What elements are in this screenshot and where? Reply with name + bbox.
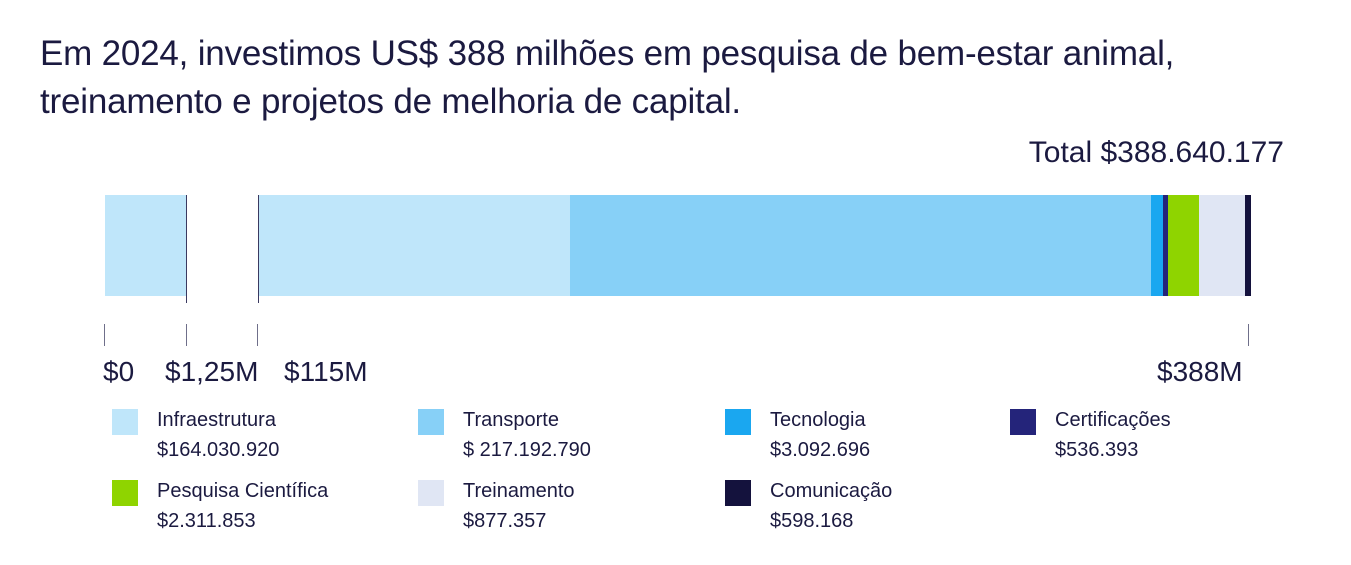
bar-treinamento <box>1199 195 1245 296</box>
tick-mark <box>186 324 187 346</box>
bar-tecnologia <box>1151 195 1163 296</box>
tick-label: $388M <box>1157 356 1243 387</box>
tick-mark <box>1248 324 1249 346</box>
axis-break-line <box>186 195 187 303</box>
legend-item: Pesquisa Científica $2.311.853 <box>112 476 329 536</box>
legend-swatch <box>112 480 138 506</box>
tick-label: $0 <box>103 356 135 387</box>
legend-item: Treinamento $877.357 <box>418 476 575 536</box>
bar-transporte <box>570 195 1151 296</box>
tick-mark <box>104 324 105 346</box>
axis-break-line <box>258 195 259 303</box>
legend-value: $ 217.192.790 <box>463 439 591 461</box>
total-label: Total $388.640.177 <box>1028 136 1284 169</box>
legend-item: Certificações $536.393 <box>1010 405 1171 465</box>
legend-name: Pesquisa Científica <box>157 480 329 502</box>
legend-swatch <box>725 409 751 435</box>
tick-label: $115M <box>284 356 368 387</box>
tick-mark <box>257 324 258 346</box>
legend-name: Treinamento <box>463 480 575 502</box>
legend-name: Tecnologia <box>770 409 866 431</box>
legend-swatch <box>1010 409 1036 435</box>
legend-swatch <box>418 480 444 506</box>
legend-swatch <box>725 480 751 506</box>
legend-name: Comunicação <box>770 480 893 502</box>
legend-name: Transporte <box>463 409 559 431</box>
legend-value: $536.393 <box>1055 439 1139 461</box>
bar-pesquisa-cientifica <box>1168 195 1199 296</box>
bar-infraestrutura-part1 <box>105 195 186 296</box>
legend-item: Infraestrutura $164.030.920 <box>112 405 280 465</box>
legend-swatch <box>112 409 138 435</box>
legend-value: $3.092.696 <box>770 439 871 461</box>
legend-item: Transporte $ 217.192.790 <box>418 405 591 465</box>
tick-label: $1,25M <box>165 356 259 387</box>
legend-item: Tecnologia $3.092.696 <box>725 405 871 465</box>
bar-infraestrutura-part2 <box>258 195 570 296</box>
legend-value: $2.311.853 <box>157 510 256 532</box>
bar-comunicacao <box>1245 195 1251 296</box>
bar-certificacoes <box>1163 195 1168 296</box>
legend-value: $164.030.920 <box>157 439 280 461</box>
legend-name: Certificações <box>1055 409 1171 431</box>
chart-title: Em 2024, investimos US$ 388 milhões em p… <box>40 34 1175 121</box>
legend-value: $598.168 <box>770 510 854 532</box>
legend-name: Infraestrutura <box>157 409 276 431</box>
legend-swatch <box>418 409 444 435</box>
legend-item: Comunicação $598.168 <box>725 476 893 536</box>
legend-value: $877.357 <box>463 510 547 532</box>
